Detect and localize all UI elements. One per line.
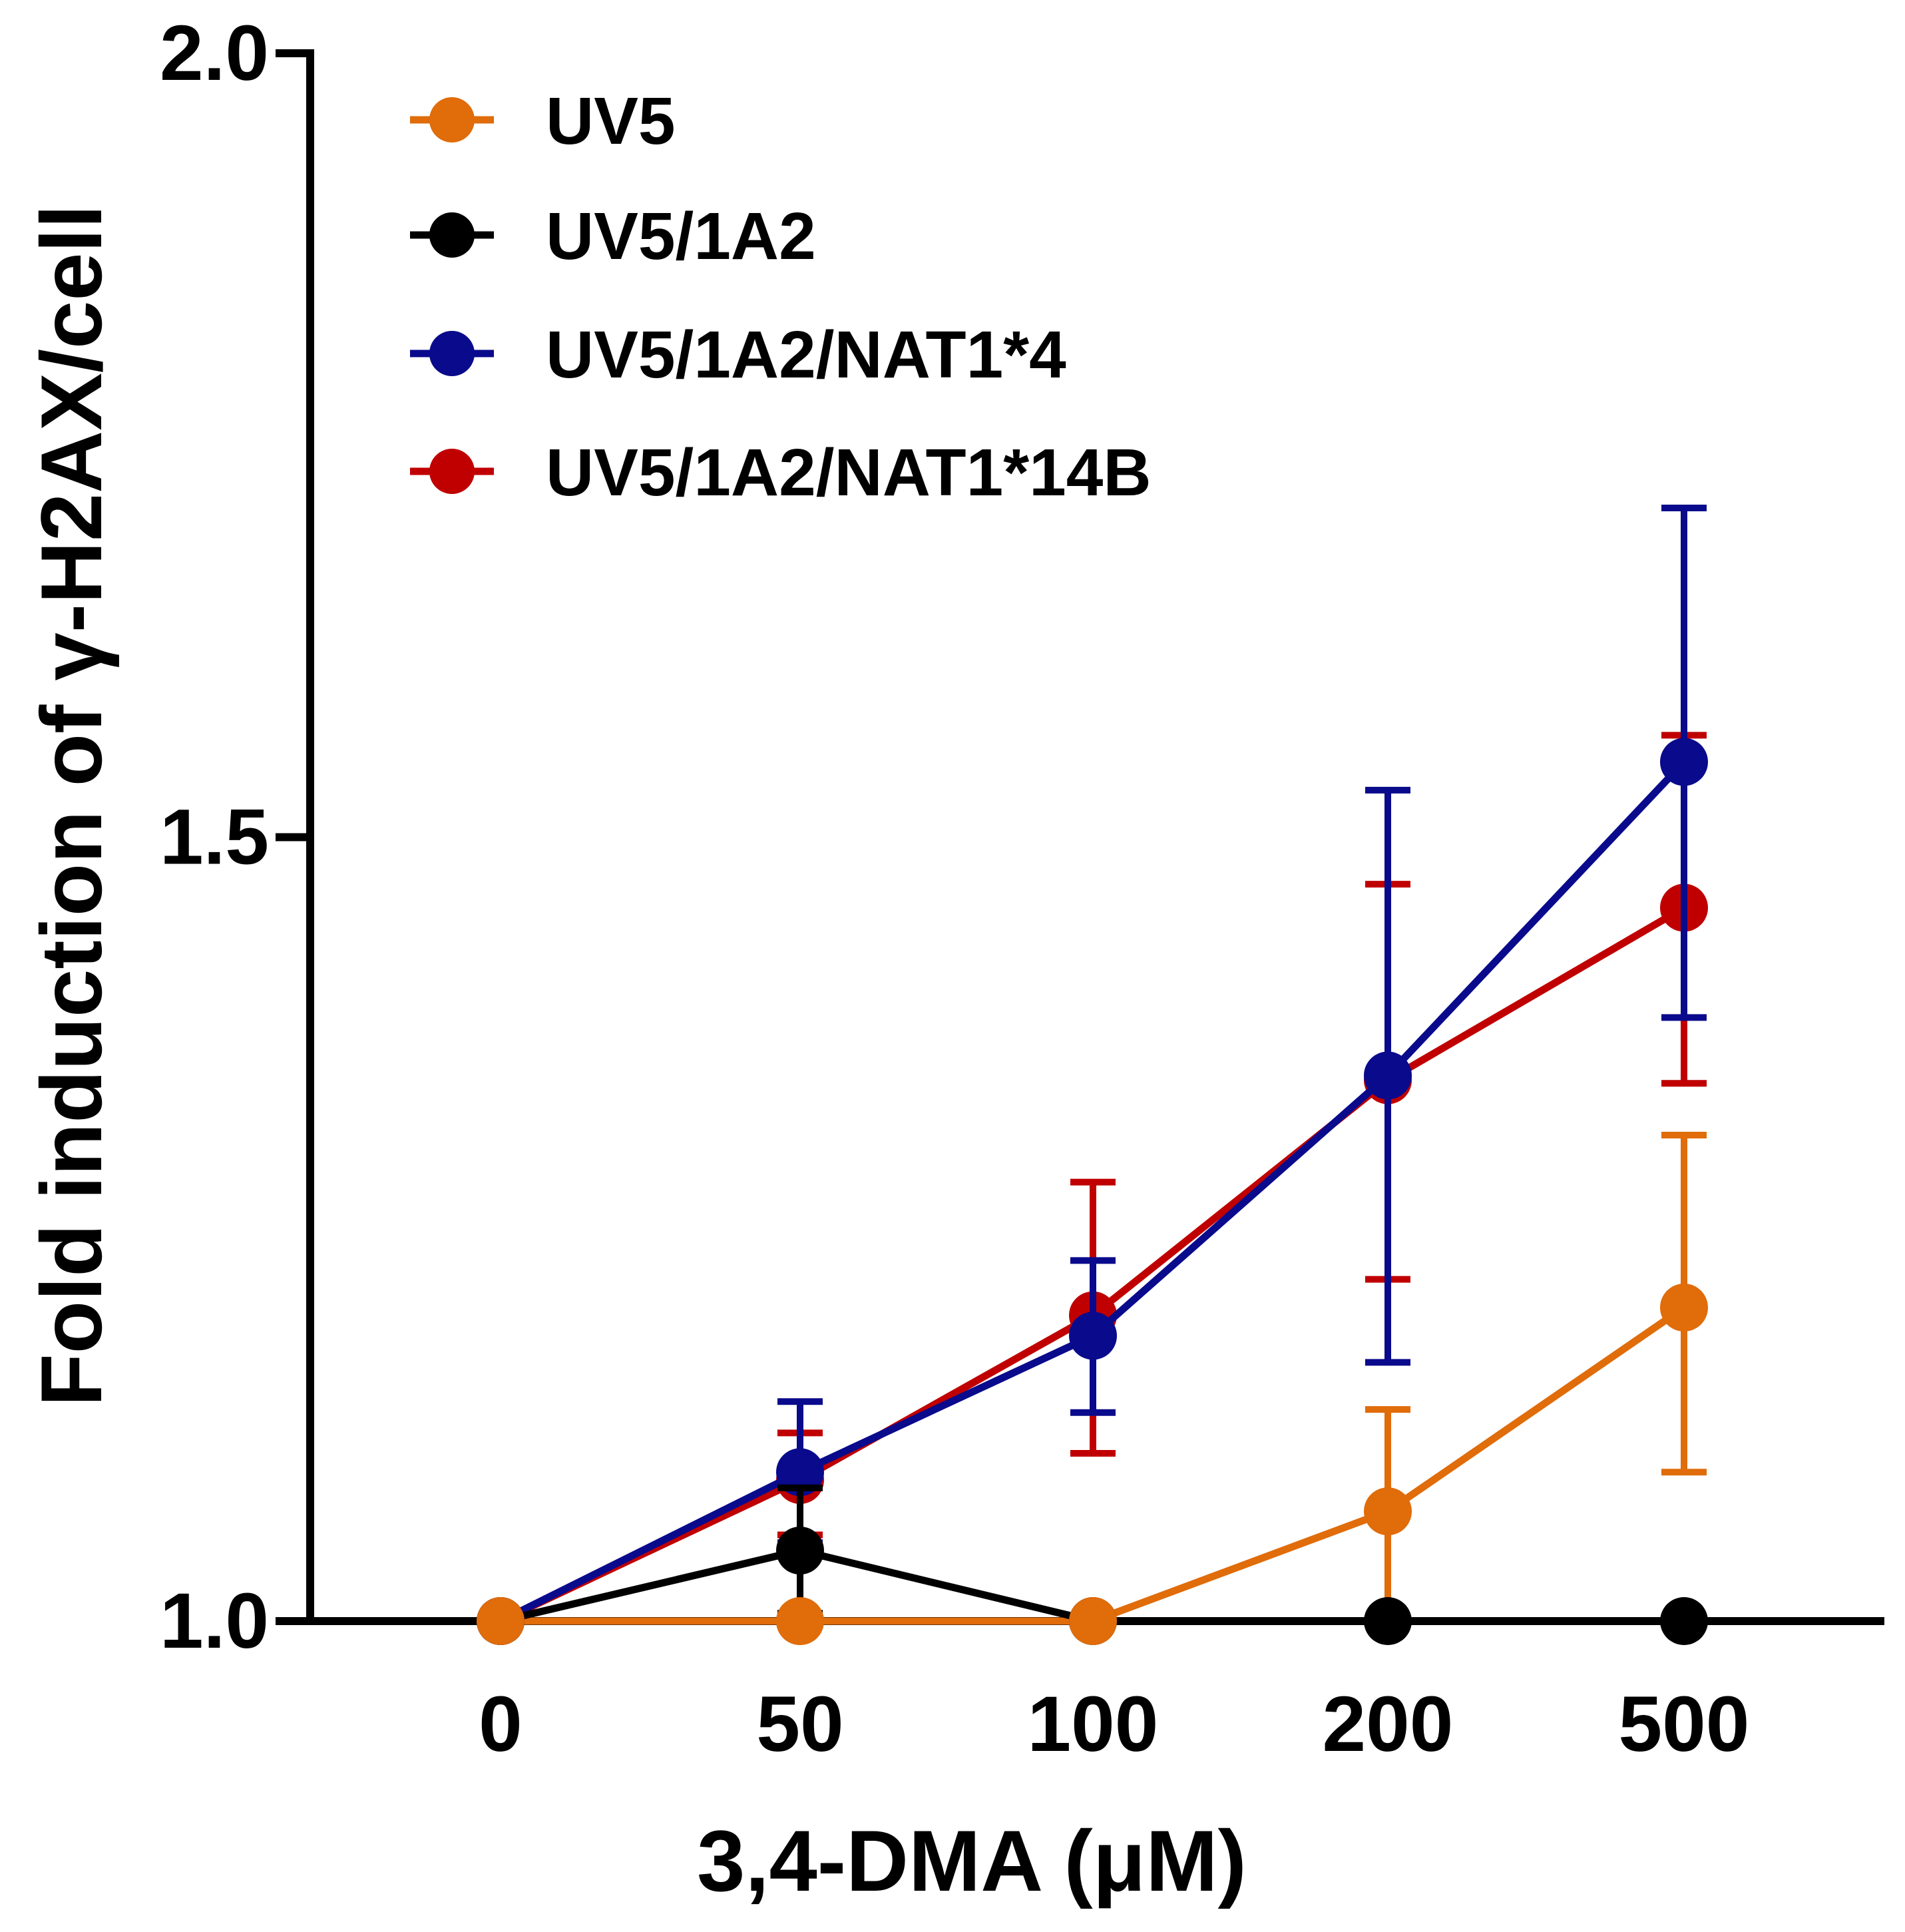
data-point (776, 1597, 824, 1645)
data-point (776, 1527, 824, 1575)
y-tick-label: 2.0 (160, 9, 269, 97)
legend-item: UV5/1A2 (410, 199, 816, 274)
data-point (776, 1448, 824, 1497)
series-3 (477, 504, 1708, 1645)
x-tick-label: 50 (756, 1680, 843, 1768)
legend-marker (429, 212, 475, 258)
legend-item: UV5/1A2/NAT1*4 (410, 318, 1066, 392)
data-point (477, 1597, 525, 1645)
legend: UV5 UV5/1A2 UV5/1A2/NAT1*4 UV5/1A2/NAT1*14B (410, 84, 1152, 510)
y-axis-title: Fold induction of γ-H2AX/cell (23, 204, 120, 1407)
x-tick-label: 500 (1619, 1680, 1750, 1768)
x-tick-label: 0 (479, 1680, 523, 1768)
data-point (1364, 1051, 1412, 1100)
legend-item: UV5 (410, 84, 676, 158)
data-point (1364, 1487, 1412, 1536)
x-tick-label: 100 (1028, 1680, 1159, 1768)
legend-label: UV5/1A2/NAT1*4 (546, 318, 1066, 392)
y-tick-label: 1.0 (160, 1577, 269, 1665)
series-4 (477, 732, 1708, 1645)
x-axis-title: 3,4-DMA (μM) (697, 1812, 1247, 1909)
data-point (1069, 1597, 1117, 1645)
series-1-top-points (477, 1597, 1117, 1645)
data-point (1364, 1597, 1412, 1645)
y-ticks: 1.0 1.5 2.0 (160, 9, 310, 1665)
data-point (1660, 1284, 1708, 1331)
y-tick-label: 1.5 (160, 794, 269, 881)
data-point (1660, 1597, 1708, 1645)
x-tick-label: 200 (1323, 1680, 1454, 1768)
data-point (1660, 738, 1708, 786)
legend-item: UV5/1A2/NAT1*14B (410, 435, 1152, 510)
legend-marker (429, 97, 475, 142)
legend-marker (429, 331, 475, 376)
data-point (1069, 1312, 1117, 1360)
legend-marker (429, 449, 475, 494)
x-tick-labels: 0 50 100 200 500 (479, 1680, 1749, 1768)
legend-label: UV5/1A2 (546, 199, 816, 274)
legend-label: UV5 (546, 84, 676, 158)
series-layer (477, 504, 1708, 1645)
legend-label: UV5/1A2/NAT1*14B (546, 435, 1152, 510)
